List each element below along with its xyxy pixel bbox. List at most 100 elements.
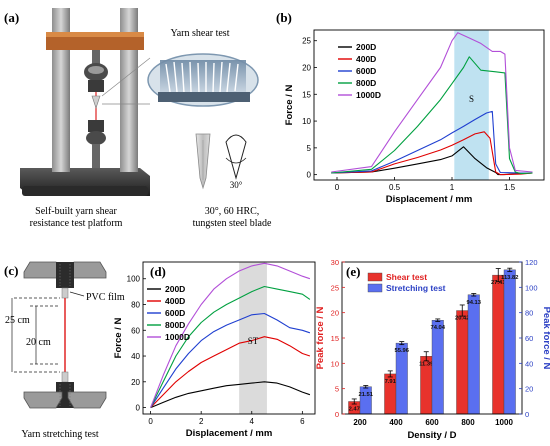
x-axis-label: Density / D (407, 430, 456, 441)
panel-a-label: (a) (4, 10, 19, 25)
y-left-axis-label: Peak force / N (315, 306, 326, 369)
x-tick-label: 4 (250, 417, 255, 426)
x-tick-label: 200 (353, 418, 367, 427)
dim-outer-label: 25 cm (5, 315, 30, 326)
y-tick-label: 0 (136, 404, 141, 413)
chart-e: (e)2.4721.512007.9155.9640011.3974.04600… (315, 258, 550, 441)
zoom-line-top (101, 57, 151, 97)
blade-profile (225, 134, 247, 180)
legend-label-1000D: 1000D (165, 332, 190, 342)
legend-label-400D: 400D (356, 54, 376, 64)
y-right-tick-label: 120 (525, 258, 538, 267)
bar-value-label: 74.04 (431, 325, 446, 331)
legend-label-200D: 200D (165, 284, 185, 294)
x-tick-label: 0.5 (389, 183, 401, 192)
series-line-1000D (150, 262, 311, 408)
y-left-tick-label: 25 (331, 283, 339, 292)
bar-value-label: 20.42 (455, 316, 470, 322)
y-left-tick-label: 15 (331, 334, 339, 343)
blade-angle-arc (225, 157, 247, 164)
upper-grip-illustration (23, 261, 107, 288)
bar-value-label: 113.82 (501, 275, 518, 281)
panel-c-label: (c) (4, 263, 18, 278)
legend-swatch-shear-test (367, 272, 383, 282)
lower-grip-center (56, 382, 74, 408)
y-right-tick-label: 80 (525, 309, 533, 318)
x-axis-label: Displacement / mm (386, 194, 473, 205)
y-left-tick-label: 20 (331, 309, 339, 318)
lower-grip-jaw-left (23, 391, 63, 409)
series-line-600D (150, 312, 311, 408)
series-line-600D (331, 110, 533, 174)
caption-platform-line2: resistance test platform (30, 218, 123, 229)
y-tick-label: 60 (131, 326, 140, 335)
x-tick-label: 6 (300, 417, 305, 426)
y-right-tick-label: 20 (525, 385, 533, 394)
panel-label: (e) (346, 264, 360, 279)
highlight-band (454, 30, 489, 180)
legend-label-stretching-test: Stretching test (386, 283, 446, 293)
panel-c: (c) PVC film (4, 261, 125, 440)
lower-rod (92, 144, 100, 168)
y-tick-label: 20 (302, 64, 311, 73)
caption-blade-line2: tungsten steel blade (193, 218, 272, 229)
caption-blade-line1: 30°, 60 HRC, (205, 206, 260, 217)
y-tick-label: 20 (131, 378, 140, 387)
panel-label: (d) (150, 264, 166, 279)
plot-frame (142, 261, 316, 415)
y-tick-label: 10 (302, 117, 311, 126)
y-right-tick-label: 100 (525, 283, 538, 292)
pvc-film-top (61, 287, 69, 299)
upper-rod (92, 50, 100, 66)
x-tick-label: 400 (389, 418, 403, 427)
legend-label-1000D: 1000D (356, 90, 381, 100)
y-left-tick-label: 30 (331, 258, 339, 267)
inset-yarn-fibers (165, 61, 239, 94)
y-right-tick-label: 40 (525, 359, 533, 368)
dim-inner-label: 20 cm (26, 337, 51, 348)
series-line-400D (331, 131, 533, 176)
upper-grip (88, 80, 104, 92)
blade-angle-label: 30° (230, 180, 243, 190)
bar-shear-test-800 (456, 310, 469, 415)
x-tick-label: 600 (425, 418, 439, 427)
y-tick-label: 15 (302, 90, 311, 99)
y-left-tick-label: 0 (335, 410, 339, 419)
inset-blade-edge (158, 92, 250, 102)
caption-platform-line1: Self-built yarn shear (35, 206, 117, 217)
bar-value-label: 21.51 (359, 392, 374, 398)
legend-label-400D: 400D (165, 296, 185, 306)
legend-label-800D: 800D (356, 78, 376, 88)
crosshead-top (46, 32, 144, 37)
bar-stretching-test-1000 (503, 269, 516, 415)
bar-value-label: 94.13 (467, 300, 482, 306)
inset-title: Yarn shear test (171, 28, 230, 39)
zoom-inset (147, 53, 259, 107)
pvc-film-bottom (61, 371, 69, 383)
series-line-200D (150, 381, 311, 409)
legend-label-shear-test: Shear test (386, 272, 427, 282)
plot-frame (313, 29, 545, 181)
tensile-machine-illustration (20, 8, 150, 196)
machine-blade (91, 95, 101, 109)
x-tick-label: 800 (461, 418, 475, 427)
x-tick-label: 1000 (495, 418, 513, 427)
band-label: S (469, 94, 474, 104)
inset-yarn-bundle (160, 60, 246, 94)
legend-label-800D: 800D (165, 320, 185, 330)
bar-value-label: 27.41 (491, 280, 506, 286)
series-line-800D (150, 285, 311, 408)
panel-a: (a) (4, 8, 272, 229)
machine-base-front (22, 186, 148, 196)
blade-illustration: 30° (195, 133, 247, 190)
bar-value-label: 7.91 (385, 379, 397, 385)
x-tick-label: 0 (335, 183, 340, 192)
bar-stretching-test-600 (431, 320, 444, 415)
y-right-tick-label: 60 (525, 334, 533, 343)
caption-stretching: Yarn stretching test (21, 429, 99, 440)
bar-stretching-test-800 (467, 294, 480, 415)
y-tick-label: 80 (131, 301, 140, 310)
lower-grip (88, 120, 104, 132)
y-right-tick-label: 0 (525, 410, 529, 419)
chart-b: (b) S 0 0.5 1 1.5 0 5 10 15 20 25 Displacement / mm F… (276, 10, 545, 205)
